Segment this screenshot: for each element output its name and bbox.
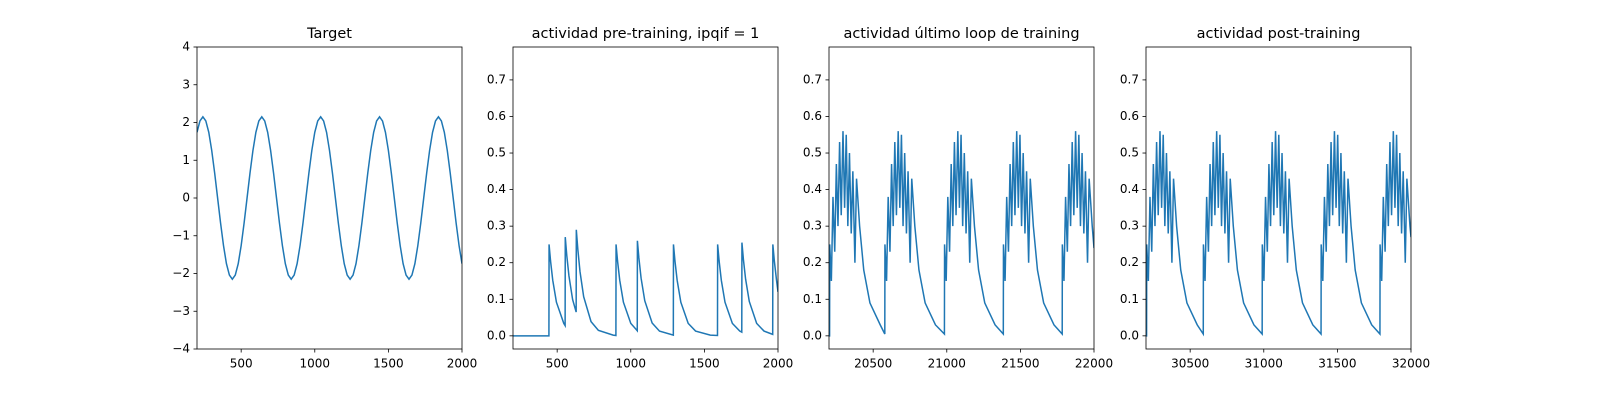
y-tick-label: −2	[172, 266, 190, 280]
y-tick-label: 1	[182, 153, 190, 167]
y-tick-label: 0.7	[1120, 72, 1139, 86]
y-tick-label: 0.4	[803, 182, 822, 196]
x-tick-label: 1500	[689, 357, 720, 371]
y-tick-label: −4	[172, 342, 190, 356]
y-tick-label: −1	[172, 228, 190, 242]
y-tick-label: 0.0	[803, 328, 822, 342]
x-tick-label: 2000	[763, 357, 794, 371]
x-tick-label: 20500	[854, 357, 892, 371]
x-tick-label: 500	[546, 357, 569, 371]
y-tick-label: 0.6	[803, 109, 822, 123]
x-tick-label: 30500	[1171, 357, 1209, 371]
subplot-title: Target	[306, 26, 352, 42]
data-line	[513, 229, 778, 337]
x-tick-label: 1000	[300, 357, 331, 371]
x-tick-label: 500	[230, 357, 253, 371]
subplot-title: actividad post-training	[1197, 26, 1361, 42]
y-tick-label: 3	[182, 77, 190, 91]
x-tick-label: 2000	[447, 357, 478, 371]
y-tick-label: 0.4	[1120, 182, 1139, 196]
y-tick-label: 0.5	[487, 146, 506, 160]
x-tick-label: 31000	[1245, 357, 1283, 371]
y-tick-label: 0.2	[803, 255, 822, 269]
y-tick-label: −3	[172, 304, 190, 318]
data-line	[829, 131, 1094, 337]
axes-frame	[512, 46, 779, 350]
y-tick-label: 0.3	[487, 219, 506, 233]
subplot-title: actividad pre-training, ipqif = 1	[532, 26, 760, 42]
x-tick-label: 1000	[616, 357, 647, 371]
y-tick-label: 0.4	[487, 182, 506, 196]
y-tick-label: 0.7	[803, 72, 822, 86]
y-tick-label: 2	[182, 115, 190, 129]
y-tick-label: 0.6	[487, 109, 506, 123]
x-tick-label: 1500	[373, 357, 404, 371]
axes-frame	[1145, 46, 1412, 350]
y-tick-label: 0.1	[1120, 292, 1139, 306]
y-tick-label: 0.3	[1120, 219, 1139, 233]
x-tick-label: 32000	[1392, 357, 1430, 371]
data-line	[197, 115, 462, 281]
x-tick-label: 21500	[1001, 357, 1039, 371]
x-tick-label: 31500	[1318, 357, 1356, 371]
axes-frame	[196, 46, 463, 350]
y-tick-label: 0.0	[1120, 328, 1139, 342]
y-tick-label: 0.1	[803, 292, 822, 306]
data-line	[1146, 131, 1411, 337]
y-tick-label: 0.2	[1120, 255, 1139, 269]
y-tick-label: 0.0	[487, 328, 506, 342]
x-tick-label: 22000	[1075, 357, 1113, 371]
y-tick-label: 0.2	[487, 255, 506, 269]
axes-frame	[828, 46, 1095, 350]
y-tick-label: 0.3	[803, 219, 822, 233]
y-tick-label: 4	[182, 40, 190, 54]
y-tick-label: 0.7	[487, 72, 506, 86]
subplot-title: actividad último loop de training	[843, 26, 1079, 42]
y-tick-label: 0.5	[1120, 146, 1139, 160]
x-tick-label: 21000	[928, 357, 966, 371]
y-tick-label: 0.5	[803, 146, 822, 160]
y-tick-label: 0.6	[1120, 109, 1139, 123]
y-tick-label: 0	[182, 191, 190, 205]
y-tick-label: 0.1	[487, 292, 506, 306]
